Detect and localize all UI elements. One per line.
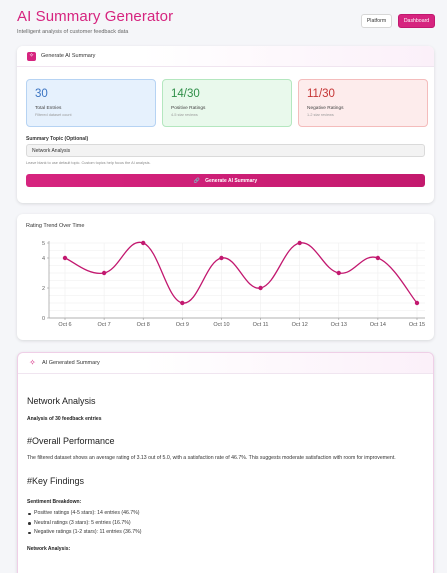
y-tick-label: 4 (42, 256, 45, 262)
stat-positive-ratings: 14/30 Positive Ratings 4-5 star reviews (162, 79, 292, 127)
rating-trend-chart: 0 2 4 5 Oct 6 Oct 7 Oct 8 Oct 9 Oct 10 Oct 11 Oct … (42, 240, 425, 328)
summary-card-title: AI Generated Summary (42, 360, 100, 366)
sentiment-list: Positive ratings (4-5 stars): 14 entries… (27, 509, 424, 538)
platform-button[interactable]: Platform (361, 14, 392, 28)
data-point (180, 300, 185, 306)
data-point (101, 270, 107, 276)
key-findings-heading: #Key Findings (27, 476, 85, 486)
generate-card-header: ✧ Generate AI Summary (17, 46, 434, 67)
series-line (64, 241, 418, 304)
data-point (219, 255, 224, 261)
stat-sub: Filtered dataset count (35, 112, 72, 117)
link-icon: 🔗 (193, 177, 201, 184)
generate-button-label: Generate AI Summary (205, 177, 258, 184)
sparkle-icon: ✧ (27, 51, 36, 61)
next-section-heading: Network Analysis: (27, 545, 71, 552)
sentiment-heading: Sentiment Breakdown: (27, 499, 82, 505)
stat-label: Positive Ratings (171, 105, 206, 111)
x-tick-label: Oct 8 (137, 322, 150, 328)
page-subtitle: Intelligent analysis of customer feedbac… (17, 29, 129, 35)
stat-value: 14/30 (171, 88, 200, 100)
x-tick-label: Oct 13 (331, 322, 347, 328)
list-item: Neutral ratings (3 stars): 5 entries (16… (27, 519, 424, 529)
stat-label: Total Entries (35, 105, 62, 111)
data-point (141, 240, 146, 246)
sparkle-icon: ✧ (29, 358, 36, 367)
x-tick-label: Oct 9 (176, 322, 189, 328)
x-tick-label: Oct 15 (409, 322, 425, 328)
rating-trend-card: Rating Trend Over Time 0 2 4 5 Oct 6 Oct 7 Oct… (17, 214, 434, 340)
stat-label: Negative Ratings (307, 105, 344, 111)
stats-row: 30 Total Entries Filtered dataset count … (26, 79, 428, 127)
ai-summary-card: ✧ AI Generated Summary Network Analysis … (17, 352, 434, 573)
summary-card-header: ✧ AI Generated Summary (18, 353, 433, 374)
stat-value: 11/30 (307, 88, 335, 100)
generate-card-title: Generate AI Summary (41, 53, 96, 59)
y-tick-label: 5 (42, 241, 45, 247)
summary-heading: Network Analysis (27, 396, 96, 406)
summary-content: Network Analysis Analysis of 30 feedback… (18, 396, 433, 552)
topic-label: Summary Topic (Optional) (26, 136, 89, 142)
x-tick-label: Oct 10 (213, 322, 229, 328)
chart-title: Rating Trend Over Time (26, 223, 85, 229)
x-tick-label: Oct 11 (253, 322, 269, 328)
x-tick-label: Oct 14 (370, 322, 386, 328)
data-point (297, 240, 302, 246)
overall-performance-heading: #Overall Performance (27, 436, 115, 446)
data-point (414, 300, 420, 306)
stat-sub: 4-5 star reviews (171, 112, 198, 117)
dashboard-button[interactable]: Dashboard (398, 14, 435, 28)
x-tick-label: Oct 6 (58, 322, 71, 328)
stat-negative-ratings: 11/30 Negative Ratings 1-2 star reviews (298, 79, 428, 127)
list-item: Positive ratings (4-5 stars): 14 entries… (27, 509, 424, 519)
summary-topic-input[interactable] (26, 144, 425, 157)
data-point (258, 285, 263, 291)
list-item: Negative ratings (1-2 stars): 11 entries… (27, 528, 424, 538)
generate-summary-button[interactable]: 🔗 Generate AI Summary (26, 174, 425, 187)
topic-hint: Leave blank to use default topic. Custom… (26, 161, 151, 165)
stat-value: 30 (35, 88, 48, 100)
analysis-line: Analysis of 30 feedback entries (27, 416, 102, 422)
page-title: AI Summary Generator (17, 8, 174, 25)
page-header: AI Summary Generator Intelligent analysi… (17, 8, 173, 35)
data-point (336, 270, 341, 276)
overall-performance-text: The filtered dataset shows an average ra… (27, 455, 396, 461)
stat-total-entries: 30 Total Entries Filtered dataset count (26, 79, 156, 127)
y-tick-label: 2 (42, 286, 45, 292)
x-tick-label: Oct 7 (98, 322, 111, 328)
x-tick-label: Oct 12 (292, 322, 308, 328)
top-nav: Platform Dashboard (361, 14, 435, 28)
stat-sub: 1-2 star reviews (307, 112, 334, 117)
data-point (62, 255, 68, 261)
generate-summary-card: ✧ Generate AI Summary 30 Total Entries F… (17, 46, 434, 203)
data-point (375, 255, 381, 261)
y-tick-label: 0 (42, 316, 45, 322)
